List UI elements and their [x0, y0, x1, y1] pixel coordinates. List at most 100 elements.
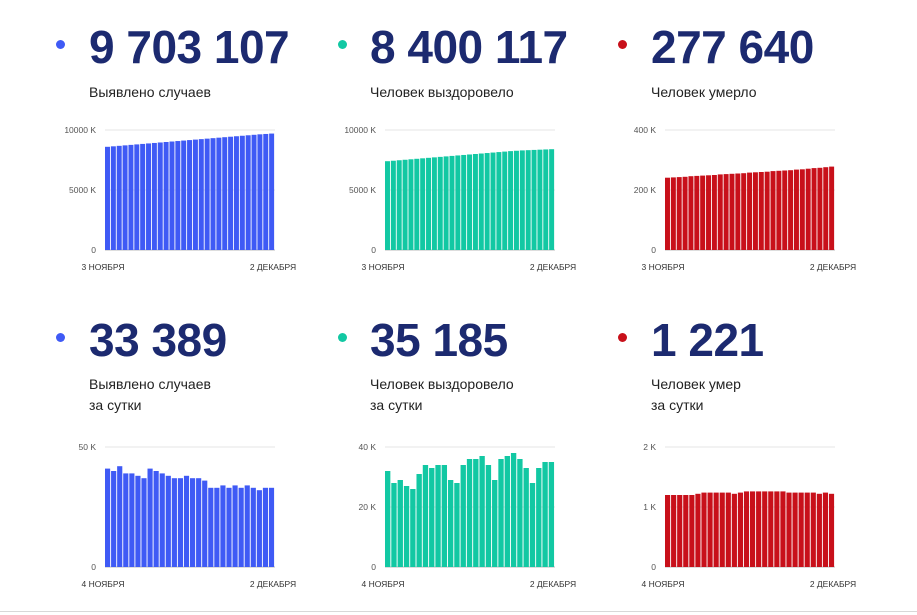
chart-bar	[262, 487, 269, 567]
chart-bar	[496, 152, 502, 250]
chart-bar	[146, 143, 152, 250]
chart-bar	[706, 175, 712, 250]
x-end-label: 2 ДЕКАБРЯ	[810, 579, 856, 589]
x-start-label: 4 НОЯБРЯ	[642, 579, 685, 589]
chart-bar	[268, 487, 275, 567]
chart-bar	[198, 139, 204, 250]
cases-daily-value: 33 389	[89, 314, 227, 366]
y-tick-label: 10000 K	[344, 125, 376, 135]
chart-bar	[735, 173, 741, 250]
chart-bar	[385, 471, 391, 567]
y-tick-label: 400 K	[634, 125, 657, 135]
chart-bar	[408, 159, 414, 250]
chart-bar	[116, 145, 122, 250]
chart-bar	[683, 495, 689, 567]
chart-bar	[743, 491, 750, 567]
chart-bar	[454, 483, 460, 567]
chart-bar	[788, 170, 794, 250]
chart-bar	[123, 473, 129, 567]
chart-bar	[140, 143, 146, 250]
chart-bar	[484, 153, 490, 250]
x-end-label: 2 ДЕКАБРЯ	[250, 262, 296, 272]
chart-bar	[504, 456, 510, 567]
chart-bar	[214, 487, 220, 567]
chart-bar	[792, 492, 798, 567]
chart-bar	[729, 173, 735, 250]
chart-bar	[508, 151, 514, 250]
chart-bar	[719, 492, 725, 567]
deaths-total-label: Человек умерло	[651, 82, 757, 103]
y-tick-label: 0	[651, 562, 656, 572]
chart-bar	[163, 142, 169, 250]
chart-bar	[239, 135, 245, 250]
deaths-daily-label: Человек умер за сутки	[651, 374, 741, 416]
chart-bar	[776, 170, 782, 250]
deaths-daily-value: 1 221	[651, 314, 764, 366]
chart-bar	[135, 475, 141, 567]
blue-dot-icon	[56, 333, 65, 342]
chart-bar	[747, 172, 753, 250]
chart-bar	[110, 146, 116, 250]
chart-bar	[437, 156, 443, 250]
chart-bar	[713, 492, 719, 567]
chart-bar	[472, 154, 478, 250]
chart-bar	[828, 493, 835, 567]
red-dot-icon	[618, 333, 627, 342]
x-end-label: 2 ДЕКАБРЯ	[250, 579, 296, 589]
chart-bar	[403, 486, 410, 567]
y-tick-label: 50 K	[79, 442, 97, 452]
chart-bar	[460, 465, 466, 567]
cases-total-label: Выявлено случаев	[89, 82, 211, 103]
chart-bar	[134, 144, 140, 250]
chart-bar	[805, 168, 811, 250]
chart-bar	[782, 170, 788, 250]
chart-bar	[402, 159, 408, 250]
chart-bar	[490, 152, 496, 250]
chart-bar	[752, 172, 758, 250]
chart-bar	[670, 177, 676, 250]
chart-bar	[233, 136, 239, 250]
chart-bar	[498, 459, 504, 567]
y-tick-label: 2 K	[643, 442, 656, 452]
recovered-total-label: Человек выздоровело	[370, 82, 514, 103]
label-line: Человек выздоровело	[370, 84, 514, 100]
chart-bar	[147, 468, 153, 567]
chart-bar	[183, 475, 190, 567]
y-tick-label: 200 K	[634, 185, 657, 195]
chart-bar	[151, 142, 157, 250]
label-line: за сутки	[89, 397, 142, 413]
recovered-total-chart: 0 5000 K 10000 K 3 НОЯБРЯ 2 ДЕКАБРЯ	[344, 125, 576, 272]
chart-bar	[665, 495, 671, 567]
chart-bar	[768, 491, 774, 567]
chart-bar	[731, 493, 737, 567]
chart-bar	[804, 492, 810, 567]
deaths-total-chart: 0 200 K 400 K 3 НОЯБРЯ 2 ДЕКАБРЯ	[634, 125, 856, 272]
chart-bar	[798, 492, 804, 567]
chart-bar	[391, 483, 397, 567]
chart-bar	[677, 495, 683, 567]
chart-bar	[688, 176, 694, 250]
label-line: за сутки	[651, 397, 704, 413]
y-tick-label: 5000 K	[349, 185, 376, 195]
recovered-daily-chart: 0 20 K 40 K 4 НОЯБРЯ 2 ДЕКАБРЯ	[359, 442, 577, 589]
chart-bar	[542, 462, 548, 567]
chart-bar	[129, 473, 135, 567]
chart-bar	[810, 492, 816, 567]
cases-daily-label: Выявлено случаев за сутки	[89, 374, 211, 416]
chart-bar	[175, 141, 181, 250]
chart-bar	[111, 471, 117, 567]
chart-bar	[431, 157, 437, 250]
chart-bar	[181, 140, 187, 250]
chart-bar	[447, 480, 454, 567]
chart-bar	[517, 459, 523, 567]
chart-bar	[523, 468, 529, 567]
chart-bar	[689, 495, 695, 567]
chart-bar	[210, 138, 216, 250]
chart-bar	[717, 174, 723, 250]
divider	[0, 611, 917, 612]
chart-bar	[764, 171, 770, 250]
chart-bar	[117, 466, 123, 567]
chart-bar	[750, 491, 756, 567]
chart-bar	[390, 160, 396, 250]
chart-bar	[799, 169, 805, 250]
